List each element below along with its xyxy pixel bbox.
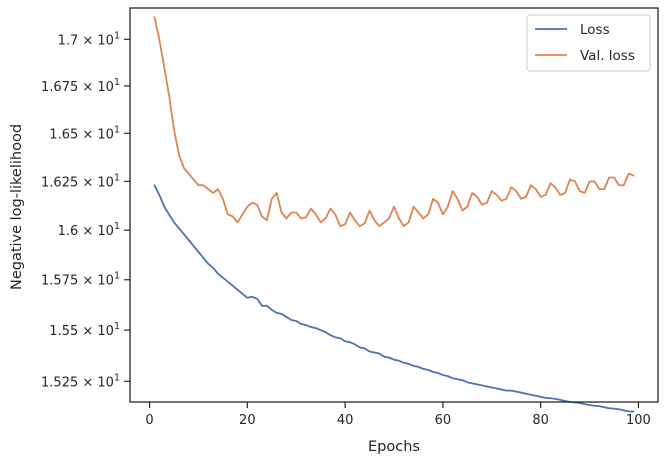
y-tick-label: 1.675 × 101 xyxy=(41,77,120,95)
x-axis-ticks: 0 20 40 60 80 100 xyxy=(145,402,651,428)
x-tick-label: 20 xyxy=(239,413,256,428)
x-tick-label: 80 xyxy=(532,413,549,428)
series-line-loss xyxy=(153,184,635,413)
x-tick-label: 100 xyxy=(626,413,651,428)
y-tick-label: 1.625 × 101 xyxy=(41,172,120,190)
legend: Loss Val. loss xyxy=(526,14,651,72)
y-tick-label: 1.7 × 101 xyxy=(58,30,120,48)
plot-frame xyxy=(129,7,659,403)
x-axis-label: Epochs xyxy=(368,439,420,455)
y-tick-label: 1.525 × 101 xyxy=(41,372,120,390)
y-axis-ticks: 1.525 × 101 1.55 × 101 1.575 × 101 1.6 × 10… xyxy=(41,30,130,390)
x-tick-label: 40 xyxy=(337,413,354,428)
legend-label-loss: Loss xyxy=(580,22,610,38)
y-axis-label: Negative log-likelihood xyxy=(9,124,25,290)
series-line-val-loss xyxy=(153,16,635,228)
y-tick-label: 1.6 × 101 xyxy=(58,221,120,239)
y-tick-label: 1.65 × 101 xyxy=(49,124,120,142)
x-tick-label: 60 xyxy=(435,413,452,428)
y-tick-label: 1.55 × 101 xyxy=(49,321,120,339)
x-tick-label: 0 xyxy=(145,413,153,428)
legend-label-val-loss: Val. loss xyxy=(580,48,635,64)
plot-lines xyxy=(153,16,635,413)
y-tick-label: 1.575 × 101 xyxy=(41,271,120,289)
